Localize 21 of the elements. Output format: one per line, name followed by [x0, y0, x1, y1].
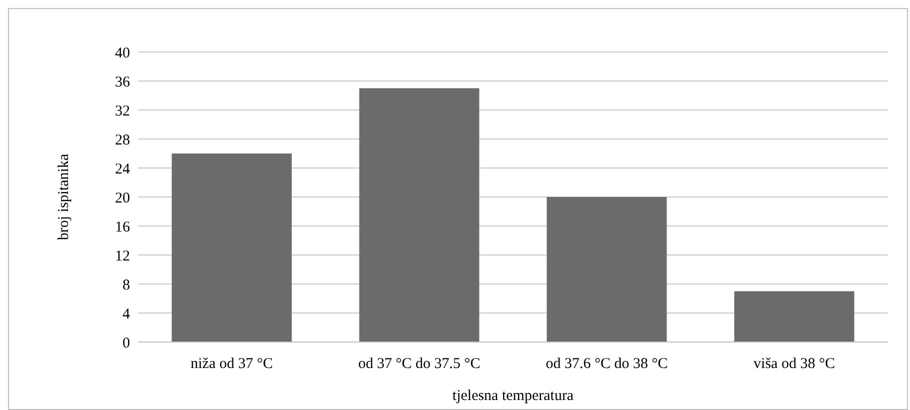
y-tick-label: 36	[115, 74, 130, 90]
y-tick-label: 8	[122, 277, 130, 294]
y-tick-label: 4	[122, 306, 130, 322]
bar	[172, 154, 292, 342]
x-tick-label: niža od 37 °C	[190, 356, 273, 372]
x-tick-label: od 37.6 °C do 38 °C	[546, 356, 668, 372]
bar	[359, 88, 480, 342]
bar	[546, 197, 667, 342]
x-tick-label: od 37 °C do 37.5 °C	[358, 356, 480, 372]
x-tick-label: viša od 38 °C	[754, 356, 835, 372]
x-axis-title: tjelesna temperatura	[452, 388, 574, 404]
bar	[734, 291, 854, 342]
y-tick-label: 12	[115, 248, 130, 264]
y-tick-label: 16	[115, 219, 130, 236]
y-tick-label: 20	[115, 190, 130, 206]
y-tick-label: 28	[115, 132, 130, 148]
y-tick-label: 32	[115, 103, 130, 120]
y-axis-title: broj ispitanika	[56, 154, 72, 240]
y-tick-label: 40	[115, 45, 130, 62]
y-tick-label: 24	[115, 161, 130, 178]
y-tick-label: 0	[122, 335, 130, 352]
